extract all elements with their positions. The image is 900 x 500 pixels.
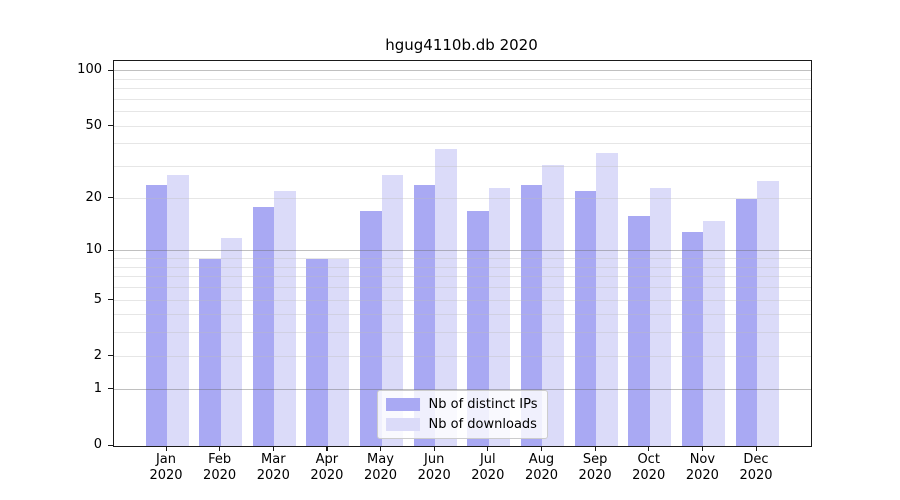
gridline-80 [114,88,811,90]
gridline-9 [114,258,811,259]
bar-dec-distinct-ips [735,198,757,446]
y-tick-label-5: 5 [93,291,102,307]
x-tick-dec [755,446,757,451]
y-tick-50 [108,125,113,127]
x-tick-apr [326,446,328,451]
gridline-90 [114,78,811,80]
bar-sep-downloads [596,152,618,446]
bar-jul-distinct-ips [467,211,489,446]
x-tick-label-jun: Jun 2020 [417,452,451,483]
gridlines-layer [114,61,811,446]
y-tick-2 [108,355,113,357]
x-tick-label-mar: Mar 2020 [256,452,290,483]
bar-may-downloads [381,175,404,446]
x-tick-jun [433,446,435,451]
bar-feb-downloads [220,237,243,446]
gridline-10 [114,250,811,252]
bar-apr-downloads [327,259,350,446]
y-tick-label-0: 0 [93,437,102,452]
bar-jun-distinct-ips [413,184,436,446]
bar-sep-distinct-ips [574,191,597,446]
y-tick-label-50: 50 [85,117,102,133]
bar-apr-distinct-ips [306,259,328,446]
bar-may-distinct-ips [360,211,382,446]
legend-item-downloads: Nb of downloads [385,417,538,432]
x-tick-jan [165,446,167,451]
bar-mar-distinct-ips [252,206,275,446]
gridline-60 [114,111,811,113]
x-tick-mar [272,446,274,451]
legend-item-distinct-ips: Nb of distinct IPs [385,397,538,412]
x-tick-oct [648,446,650,451]
x-tick-nov [701,446,704,451]
x-tick-label-jul: Jul 2020 [471,452,505,483]
gridline-40 [114,143,811,145]
x-tick-label-sep: Sep 2020 [578,452,612,483]
x-tick-label-dec: Dec 2020 [739,452,773,483]
gridline-8 [114,266,811,268]
bar-jan-downloads [167,175,189,446]
y-tick-label-2: 2 [93,347,102,363]
gridline-5 [114,299,811,301]
x-tick-label-nov: Nov 2020 [685,452,719,483]
y-tick-0 [108,444,113,446]
bar-feb-distinct-ips [199,259,221,446]
bar-oct-downloads [649,187,672,446]
y-tick-label-20: 20 [85,189,102,205]
gridline-4 [114,314,811,316]
bar-dec-downloads [757,181,779,446]
gridline-6 [114,287,811,288]
legend-swatch-distinct-ips [385,398,420,411]
y-tick-10 [108,249,113,251]
bar-oct-distinct-ips [628,215,650,446]
y-tick-label-100: 100 [77,62,102,78]
bar-aug-distinct-ips [520,184,543,446]
chart-title: hgug4110b.db 2020 [385,36,538,54]
legend: Nb of distinct IPs Nb of downloads [376,390,549,439]
bar-jul-downloads [488,187,511,446]
y-tick-5 [108,299,113,301]
y-tick-label-1: 1 [93,380,102,396]
x-tick-may [380,446,382,451]
bar-nov-distinct-ips [681,231,704,446]
y-tick-20 [108,197,113,199]
legend-label-downloads: Nb of downloads [428,417,537,432]
x-tick-jul [487,446,489,451]
x-tick-label-apr: Apr 2020 [310,452,344,483]
bars-layer [114,61,811,446]
gridline-3 [114,332,811,334]
bar-aug-downloads [542,164,564,446]
x-tick-label-aug: Aug 2020 [524,452,559,483]
y-tick-label-10: 10 [85,242,102,258]
legend-label-distinct-ips: Nb of distinct IPs [428,397,538,412]
legend-swatch-downloads [385,418,420,431]
gridline-30 [114,166,811,168]
plot-area: Nb of distinct IPs Nb of downloads [113,60,812,447]
bar-nov-downloads [703,220,725,446]
gridline-7 [114,276,811,278]
x-tick-label-feb: Feb 2020 [203,452,237,483]
x-tick-feb [219,446,221,451]
x-tick-label-may: May 2020 [363,452,398,483]
bar-jun-downloads [435,148,457,446]
gridline-50 [114,125,811,127]
bar-mar-downloads [274,191,296,446]
gridline-20 [114,197,811,199]
x-tick-label-oct: Oct 2020 [632,452,666,483]
x-tick-sep [594,446,596,451]
gridline-70 [114,98,811,100]
x-tick-label-jan: Jan 2020 [149,452,183,483]
y-tick-100 [108,69,113,71]
gridline-2 [114,355,811,357]
bar-jan-distinct-ips [145,184,167,446]
gridline-100 [114,70,811,72]
x-tick-aug [541,446,543,451]
y-tick-1 [108,388,113,390]
